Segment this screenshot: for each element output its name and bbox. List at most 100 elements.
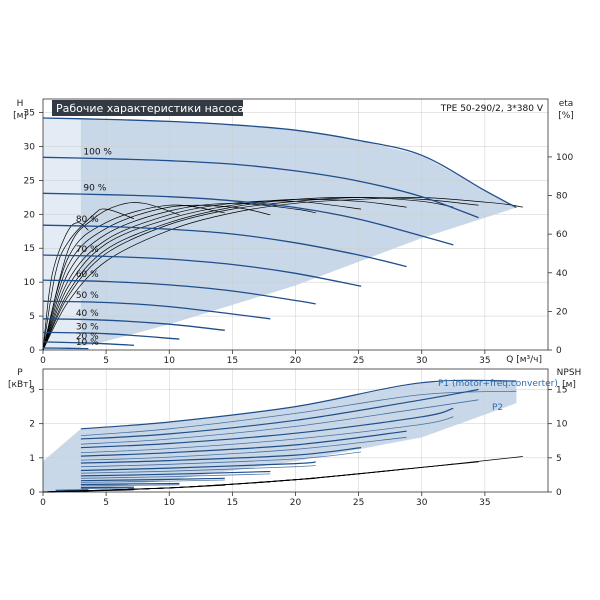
npsh-tick-label-3: 15 <box>556 386 567 396</box>
power-flow-tick-label-3: 15 <box>227 498 238 508</box>
p1-curve-7 <box>80 477 225 482</box>
eta-curve-10 <box>42 222 89 351</box>
eta-curve-3 <box>42 198 407 351</box>
head-tick-label-5: 25 <box>24 176 35 186</box>
p2-curve-7 <box>80 479 225 483</box>
head-plot: 110 %100 %90 %80 %70 %60 %50 %40 %30 %20… <box>13 98 574 366</box>
head-curve-label-9: 20 % <box>76 332 99 342</box>
power-tick-label-2: 2 <box>29 420 35 430</box>
eta-axis-unit: [%] <box>558 111 574 121</box>
p1-curves <box>55 379 517 491</box>
head-curve-6 <box>42 300 271 320</box>
npsh-curve-10 <box>42 490 89 493</box>
power-flow-tick-label-1: 5 <box>103 498 109 508</box>
head-axis-label: H <box>17 99 24 109</box>
operating-range-band-light <box>43 117 81 350</box>
head-tick-label-6: 30 <box>24 142 36 152</box>
eta-curve-9 <box>42 208 135 351</box>
p1-curve-3 <box>80 430 407 457</box>
head-tick-label-0: 0 <box>29 346 35 356</box>
p1-curve-6 <box>80 470 271 477</box>
p1-curve-2 <box>80 407 454 449</box>
eta-axis-label: eta <box>559 99 574 109</box>
p1-curve-4 <box>80 447 362 464</box>
chart-title: Рабочие характеристики насоса <box>56 102 244 115</box>
power-tick-label-1: 1 <box>29 454 35 464</box>
eta-curve-8 <box>42 202 180 351</box>
power-flow-tick-label-0: 0 <box>40 498 46 508</box>
head-tick-label-7: 35 <box>24 109 35 119</box>
operating-range-band <box>43 117 517 350</box>
p2-curve-0 <box>80 390 517 436</box>
title-box <box>52 100 243 116</box>
flow-tick-label-5: 25 <box>353 356 364 366</box>
head-curve-3 <box>42 224 407 268</box>
head-curves <box>42 117 517 350</box>
power-grid <box>43 369 548 492</box>
p2-curves <box>55 390 517 492</box>
p2-curve-4 <box>80 451 362 468</box>
head-tick-label-2: 10 <box>24 278 36 288</box>
eta-tick-label-0: 0 <box>556 346 562 356</box>
power-axis-label: P <box>17 368 23 378</box>
eta-tick-label-5: 100 <box>556 153 573 163</box>
npsh-axis-unit: [м] <box>562 380 576 390</box>
flow-tick-label-3: 15 <box>227 356 238 366</box>
head-tick-label-1: 5 <box>29 312 35 322</box>
head-curve-0 <box>42 117 517 209</box>
power-flow-tick-label-2: 10 <box>164 498 176 508</box>
head-curve-2 <box>42 192 454 246</box>
legend-p1: P1 (motor+freq.converter) <box>438 379 558 389</box>
pump-model: TPE 50-290/2, 3*380 V <box>440 104 544 114</box>
power-flow-tick-label-4: 20 <box>290 498 302 508</box>
eta-curve-6 <box>42 204 271 351</box>
head-curve-label-7: 40 % <box>76 309 99 319</box>
npsh-tick-label-2: 10 <box>556 420 568 430</box>
power-flow-tick-label-7: 35 <box>479 498 490 508</box>
p2-curve-5 <box>80 465 316 474</box>
head-curve-8 <box>42 331 180 340</box>
head-curve-label-3: 80 % <box>76 215 99 225</box>
p2-curve-2 <box>80 416 454 454</box>
eta-tick-label-3: 60 <box>556 230 568 240</box>
p2-curve-8 <box>80 484 180 487</box>
head-tick-label-3: 15 <box>24 244 35 254</box>
p2-curve-6 <box>80 473 271 479</box>
head-curve-7 <box>42 318 225 331</box>
head-curve-label-6: 50 % <box>76 291 99 301</box>
head-curve-9 <box>42 341 134 346</box>
head-curve-label-10: 10 % <box>76 338 99 348</box>
head-curve-5 <box>42 279 316 305</box>
eta-tick-label-2: 40 <box>556 269 568 279</box>
head-tick-label-4: 20 <box>24 210 36 220</box>
power-flow-tick-label-6: 30 <box>416 498 428 508</box>
legend-p2: P2 <box>492 403 503 413</box>
head-curve-label-4: 70 % <box>76 245 99 255</box>
eta-tick-label-1: 20 <box>556 307 568 317</box>
p1-curve-5 <box>80 461 316 472</box>
eta-curve-5 <box>42 202 316 351</box>
power-axis-unit: [кВт] <box>8 380 32 390</box>
flow-tick-label-1: 5 <box>103 356 109 366</box>
head-axis-ticks: 0 5 10 15 20 25 30 35 0 5 10 15 20 25 30 35 0 20 40 60 80 100 <box>24 109 574 366</box>
head-curve-4 <box>42 254 362 287</box>
flow-tick-label-2: 10 <box>164 356 176 366</box>
flow-tick-label-0: 0 <box>40 356 46 366</box>
flow-axis-label: Q [м³/ч] <box>506 355 542 365</box>
eta-curve-0 <box>42 196 523 351</box>
flow-tick-label-6: 30 <box>416 356 428 366</box>
p1-curve-8 <box>80 482 180 486</box>
eta-tick-label-4: 80 <box>556 192 568 202</box>
power-flow-tick-label-5: 25 <box>353 498 364 508</box>
head-curve-label-1: 100 % <box>83 147 112 157</box>
p1-curve-1 <box>80 388 479 440</box>
npsh-curves <box>42 456 523 493</box>
power-tick-label-0: 0 <box>29 488 35 498</box>
npsh-axis-label: NPSH <box>557 368 582 378</box>
head-axis-unit: [м] <box>13 111 27 121</box>
head-curve-label-5: 60 % <box>76 270 99 280</box>
p1-curve-0 <box>80 379 517 430</box>
